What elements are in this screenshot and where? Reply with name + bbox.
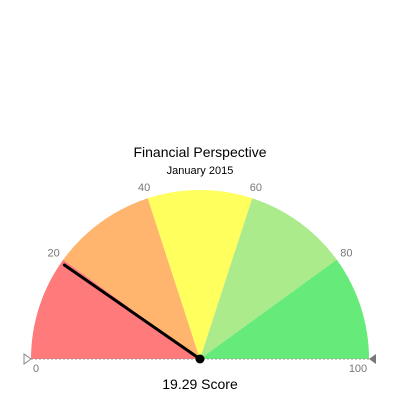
gauge-band-0 <box>31 259 200 359</box>
chart-subtitle: January 2015 <box>167 165 234 177</box>
tick-label: 20 <box>47 248 59 260</box>
range-start-marker-icon <box>23 353 32 365</box>
tick-label: 40 <box>138 182 150 194</box>
gauge-band-3 <box>200 198 337 359</box>
gauge-band-4 <box>200 259 369 359</box>
tick-label: 60 <box>250 182 262 194</box>
tick-label: 0 <box>33 363 39 375</box>
gauge-needle <box>62 263 202 361</box>
tick-label: 80 <box>340 248 352 260</box>
range-end-marker-icon <box>369 354 376 364</box>
tick-label: 100 <box>349 363 367 375</box>
gauge-band-1 <box>63 198 200 359</box>
needle-pivot <box>195 354 205 364</box>
gauge-tick-labels: 0 20 40 60 80 100 <box>33 182 367 375</box>
gauge-bands <box>31 189 369 359</box>
chart-title: Financial Perspective <box>133 144 266 160</box>
gauge-value-label: 19.29 Score <box>162 376 238 392</box>
gauge-band-2 <box>147 189 253 359</box>
